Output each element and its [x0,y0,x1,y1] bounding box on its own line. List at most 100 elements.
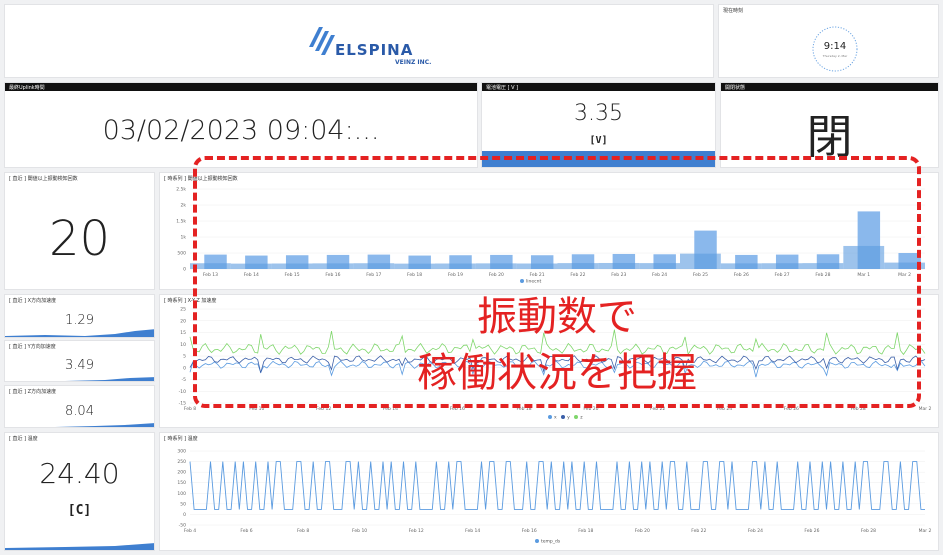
y-tick-label: 100 [177,491,186,497]
count-baseline [312,263,354,269]
count-baseline [639,263,680,269]
door-panel: 開閉状態 閉 [720,82,939,168]
z-accel-panel: [ 直近 ] Z方向加速度 8.04 [4,385,155,428]
x-tick-label: Feb 22 [650,406,665,412]
temp-chart-title: [ 時系列 ] 温度 [164,436,198,442]
x-tick-label: Feb 16 [325,272,340,278]
x-tick-label: Feb 20 [489,272,504,278]
count-baseline [761,263,803,269]
x-accel-sparkline [5,329,154,337]
x-tick-label: Feb 28 [815,272,830,278]
legend-dot-temp [535,539,539,543]
y-tick-label: 15 [180,330,186,336]
voltage-value: 3.35 [574,101,623,126]
count-chart-title: [ 時系列 ] 閾値以上振動検知回数 [164,176,238,182]
x-tick-label: Feb 6 [240,528,252,534]
y-tick-label: 50 [180,501,186,507]
x-tick-label: Feb 10 [352,528,367,534]
y-tick-label: -15 [179,401,186,407]
x-tick-label: Feb 8 [297,528,309,534]
uplink-title-bar: 最終Uplink時間 [5,83,477,91]
x-tick-label: Feb 28 [851,406,866,412]
z-accel-sparkline [5,423,154,427]
temp-legend: temp_ds [535,539,560,545]
series-line-x [189,360,926,378]
x-tick-label: Mar 2 [919,528,932,534]
x-tick-label: Mar 1 [857,272,870,278]
x-tick-label: Feb 18 [407,272,422,278]
series-line-y [189,355,926,373]
y-tick-label: -50 [179,523,186,529]
count-bar-chart: 2.5k 2k 1.5k 1k 500 0 Feb 13 Feb 14 Feb 15 Feb 16… [176,187,925,278]
voltage-unit: [V] [589,135,608,146]
x-tick-label: Feb 14 [244,272,259,278]
elspina-logo-icon [309,27,335,55]
x-tick-label: Feb 20 [635,528,650,534]
y-tick-label: 500 [177,251,186,257]
legend-dot-y [561,415,566,419]
xyz-legend-x: x [554,415,557,421]
voltage-panel: 電池電圧 [ V ] 3.35 [V] [481,82,716,168]
clock-date: Thursday 2, Mar [822,54,848,58]
brand-sub: VEINZ INC. [395,59,432,66]
count-baseline [353,263,395,269]
voltage-title: 電池電圧 [ V ] [486,85,519,91]
x-tick-label: Feb 15 [285,272,300,278]
legend-dot-z [574,415,579,419]
temp-unit: [C] [67,503,92,518]
count-baseline [598,262,640,269]
clock-ring-icon [812,26,858,72]
count-legend: linecnt [520,279,541,285]
xyz-legend-y: y [567,415,570,421]
y-tick-label: 0 [183,267,186,273]
brand-name: ELSPINA [335,41,414,59]
count-baseline [230,263,272,269]
x-tick-label: Feb 24 [748,528,763,534]
y-tick-label: 2.5k [176,187,186,193]
series-line-z [189,329,926,356]
x-tick-label: Mar 2 [898,272,911,278]
y-tick-label: -5 [182,377,187,383]
count-baseline [475,263,517,269]
count-baseline [843,245,885,269]
temp-panel: [ 直近 ] 温度 24.40 [C] [4,432,155,551]
y-tick-label: 300 [177,449,186,455]
y-tick-label: 2k [181,203,187,209]
y-tick-label: 5 [183,354,186,360]
x-tick-label: Feb 14 [465,528,480,534]
x-tick-label: Feb 14 [383,406,398,412]
y-tick-label: -10 [179,389,186,395]
temp-chart-panel: [ 時系列 ] 温度 300 250 200 150 100 50 0 -50 Feb 4 Feb… [159,432,939,551]
count-panel: [ 直近 ] 閾値以上振動検知回数 20 [4,172,155,290]
count-legend-label: linecnt [526,279,542,285]
door-title: 開閉状態 [725,85,746,91]
x-tick-label: Feb 22 [570,272,585,278]
uplink-value: 03/02/2023 09:04:... [102,115,380,146]
z-accel-value: 8.04 [65,404,94,419]
y-tick-label: 1.5k [176,219,186,225]
count-baseline [884,262,925,269]
count-title: [ 直近 ] 閾値以上振動検知回数 [9,176,78,182]
uplink-panel: 最終Uplink時間 03/02/2023 09:04:... [4,82,478,168]
xyz-chart-panel: [ 時系列 ] X-Y-Z 加速度 25 20 15 10 5 0 -5 -10 -15 Feb … [159,294,939,428]
logo-panel: ELSPINA VEINZ INC. [4,4,714,78]
temp-title: [ 直近 ] 温度 [9,436,38,442]
x-tick-label: Feb 26 [784,406,799,412]
count-baseline [557,263,599,269]
legend-dot [520,279,524,283]
xyz-legend-z: z [580,415,583,421]
x-tick-label: Mar 2 [919,406,932,412]
door-title-bar: 開閉状態 [721,83,938,91]
y-tick-label: 150 [177,480,186,486]
x-tick-label: Feb 26 [734,272,749,278]
x-tick-label: Feb 10 [249,406,264,412]
x-tick-label: Feb 21 [530,272,545,278]
clock-title: 現在時刻 [723,8,744,14]
count-baseline [802,263,844,269]
x-tick-label: Feb 16 [450,406,465,412]
y-tick-label: 1k [181,235,187,241]
x-tick-label: Feb 12 [316,406,331,412]
uplink-title: 最終Uplink時間 [9,85,45,91]
temp-legend-label: temp_ds [541,539,561,545]
